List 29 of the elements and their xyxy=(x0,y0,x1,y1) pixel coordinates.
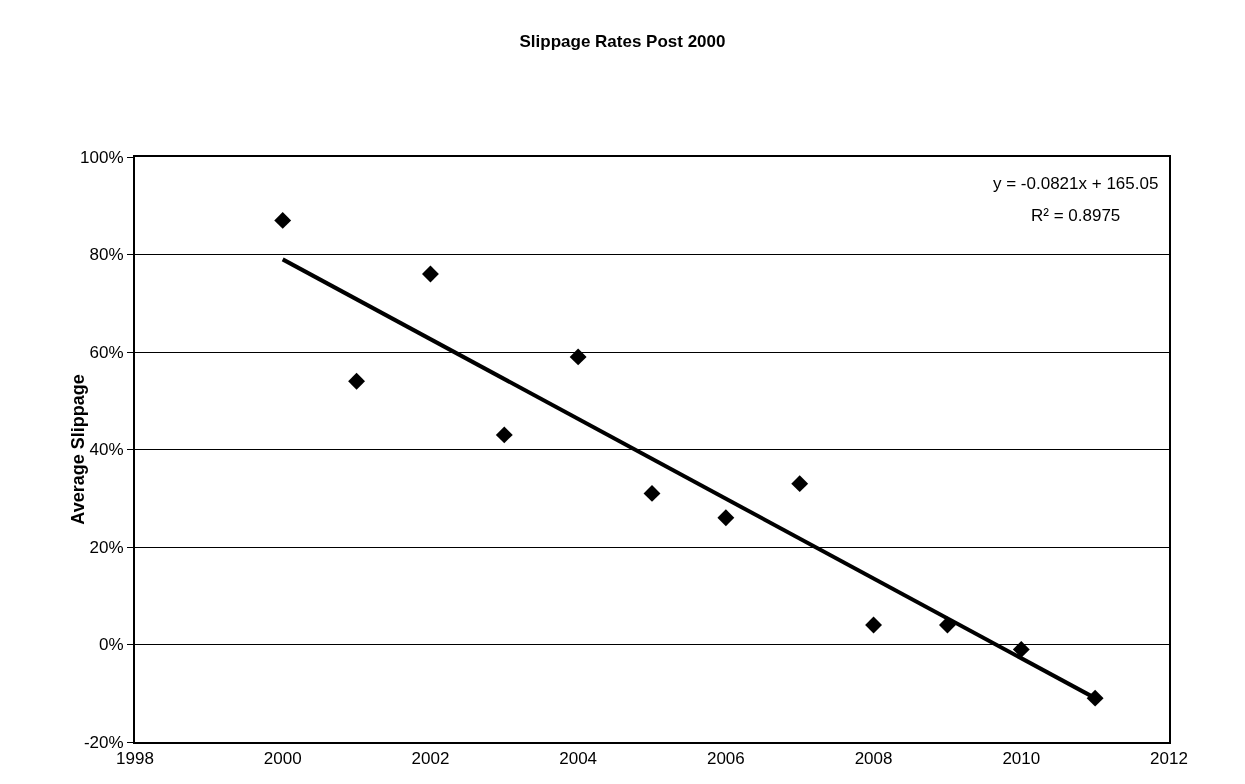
y-axis-title: Average Slippage xyxy=(67,374,88,525)
x-tick-label: 2012 xyxy=(1150,749,1188,769)
y-tick-label: -20% xyxy=(83,732,124,752)
y-tick-label: 20% xyxy=(89,537,124,557)
annotation: y = -0.0821x + 165.05 xyxy=(993,174,1159,193)
y-tick-label: 80% xyxy=(89,245,124,265)
point xyxy=(274,211,292,229)
x-tick-label: 2010 xyxy=(1002,749,1041,769)
y-tick-label: 60% xyxy=(89,342,124,362)
point xyxy=(643,484,661,502)
x-tick-label: 2008 xyxy=(854,749,893,769)
point xyxy=(569,348,587,366)
y-tick-label: 40% xyxy=(89,440,124,460)
y-tick-label: 100% xyxy=(80,147,124,167)
x-tick-label: 2002 xyxy=(411,749,450,769)
y-tick-label: 0% xyxy=(99,635,124,655)
point xyxy=(717,509,735,527)
x-tick-label: 2000 xyxy=(263,749,302,769)
point xyxy=(791,475,809,493)
point xyxy=(865,616,883,634)
x-tick-label: 2004 xyxy=(559,749,598,769)
annotation: R² = 0.8975 xyxy=(1031,206,1121,225)
point xyxy=(421,265,439,283)
chart-title: Slippage Rates Post 2000 xyxy=(519,32,726,52)
point xyxy=(348,372,366,390)
x-tick-label: 1998 xyxy=(116,749,154,769)
point xyxy=(1012,640,1030,658)
point xyxy=(495,426,513,444)
x-tick-label: 2006 xyxy=(706,749,745,769)
